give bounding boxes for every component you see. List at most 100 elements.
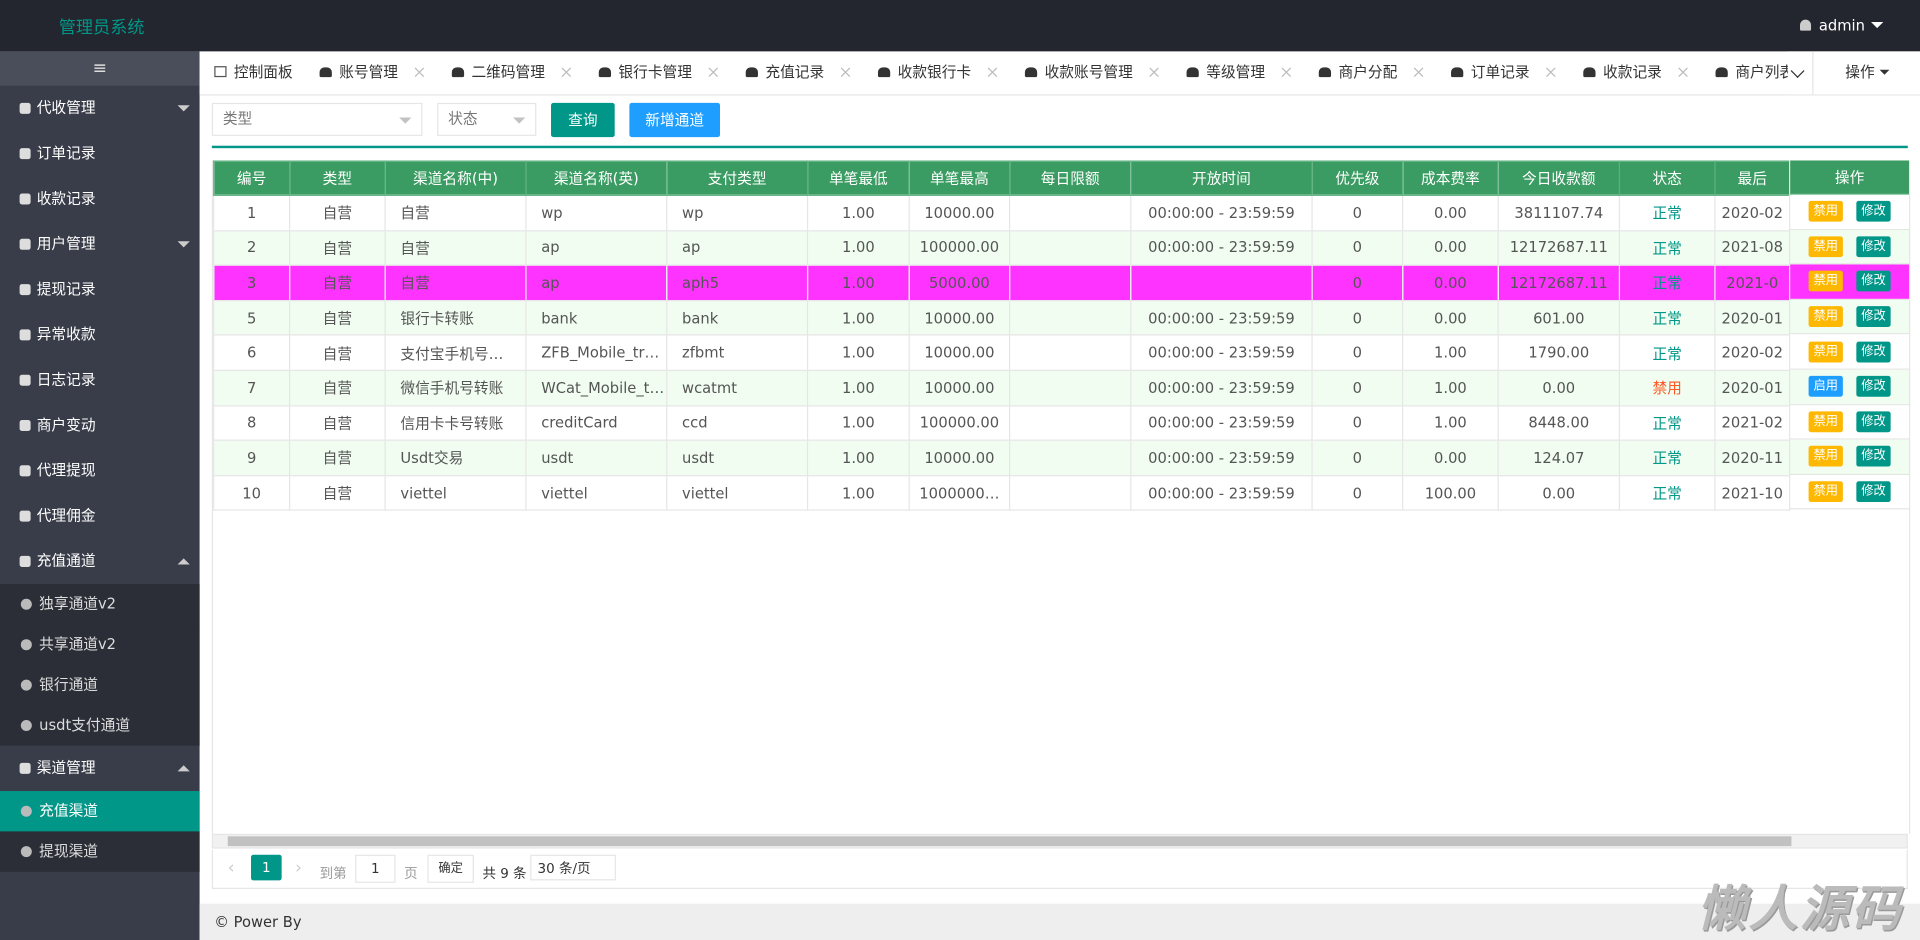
table-head: 编号 类型 渠道名称(中) 渠道名称(英) 支付类型 单笔最低 单笔最高 每日限额 开放时间 优先… <box>213 160 1791 196</box>
tab-close[interactable] <box>841 67 851 77</box>
tab[interactable]: 收款账号管理 <box>1010 51 1172 94</box>
toggle-button[interactable]: 禁用 <box>1808 271 1843 293</box>
tab-close[interactable] <box>1679 67 1689 77</box>
row-actions: 禁用 修改 <box>1788 299 1909 335</box>
table-cell: 0.00 <box>1402 194 1499 231</box>
menu-item[interactable]: 充值通道 <box>0 539 200 584</box>
add-button[interactable]: 新增通道 <box>629 102 721 138</box>
edit-button[interactable]: 修改 <box>1856 201 1891 222</box>
row-actions: 禁用 修改 <box>1788 264 1909 300</box>
footer: © Power By <box>199 903 1920 940</box>
table-cell: 10000.00 <box>908 334 1011 371</box>
scroll-thumb[interactable] <box>227 836 1792 847</box>
toggle-button[interactable]: 禁用 <box>1808 201 1843 222</box>
table-cell: 00:00:00 - 23:59:59 <box>1130 334 1313 371</box>
tab[interactable]: 二维码管理 <box>437 51 584 94</box>
tab[interactable]: 收款记录 <box>1569 51 1701 94</box>
menu-item[interactable]: 日志记录 <box>0 358 200 403</box>
user-menu[interactable]: admin <box>1800 17 1883 34</box>
tab[interactable]: 账号管理 <box>305 51 437 94</box>
tab-close[interactable] <box>415 67 425 77</box>
tab[interactable]: 银行卡管理 <box>584 51 731 94</box>
tab-close[interactable] <box>988 67 998 77</box>
table-cell <box>1008 299 1132 336</box>
query-button[interactable]: 查询 <box>551 102 615 138</box>
edit-button[interactable]: 修改 <box>1856 376 1891 398</box>
edit-button[interactable]: 修改 <box>1856 271 1891 293</box>
prev[interactable]: ‹ <box>227 858 235 878</box>
type-select[interactable]: 类型 <box>211 102 423 136</box>
tab-close[interactable] <box>709 67 719 77</box>
table-cell: 0.00 <box>1402 439 1499 477</box>
menu-item[interactable]: 订单记录 <box>0 131 200 176</box>
table-cell: bank <box>666 299 809 336</box>
goto-label: 到第 <box>319 865 347 882</box>
status-select[interactable]: 状态 <box>437 102 537 136</box>
tab-close[interactable] <box>1414 67 1424 77</box>
toggle-button[interactable]: 禁用 <box>1808 341 1843 363</box>
menu-item[interactable]: 收款记录 <box>0 176 200 221</box>
menu-item[interactable]: 异常收款 <box>0 312 200 357</box>
toggle-button[interactable]: 禁用 <box>1808 446 1843 468</box>
table-cell: Usdt交易 <box>384 439 527 477</box>
tab[interactable]: 商户分配 <box>1304 51 1436 94</box>
edit-button[interactable]: 修改 <box>1856 411 1891 433</box>
tab[interactable]: 订单记录 <box>1437 51 1569 94</box>
column-header: 操作 <box>1788 160 1909 195</box>
column-header: 类型 <box>288 160 386 196</box>
edit-button[interactable]: 修改 <box>1856 446 1891 468</box>
edit-button[interactable]: 修改 <box>1856 341 1891 363</box>
tab-close[interactable] <box>562 67 572 77</box>
tab[interactable]: 等级管理 <box>1172 51 1304 94</box>
table-cell: 1000000… <box>908 474 1011 512</box>
toggle-button[interactable]: 禁用 <box>1808 236 1843 258</box>
sidebar-toggle[interactable]: ≡ <box>0 51 200 86</box>
edit-button[interactable]: 修改 <box>1856 236 1891 258</box>
submenu-item[interactable]: usdt支付通道 <box>0 705 200 746</box>
menu-item[interactable]: 用户管理 <box>0 222 200 267</box>
table-cell: 2020-01 <box>1714 299 1791 336</box>
page-input[interactable]: 1 <box>355 854 396 883</box>
submenu-item[interactable]: 独享通道v2 <box>0 584 200 625</box>
column-header: 编号 <box>213 160 291 196</box>
table-cell: zfbmt <box>666 334 809 371</box>
menu-item[interactable]: 代收管理 <box>0 86 200 131</box>
tab-label: 商户分配 <box>1338 63 1398 81</box>
table-cell: 2020-02 <box>1714 194 1791 231</box>
current-page[interactable]: 1 <box>251 854 282 881</box>
menu-item[interactable]: 提现记录 <box>0 267 200 312</box>
submenu-item[interactable]: 提现渠道 <box>0 831 200 872</box>
table-cell: 0.00 <box>1402 264 1499 301</box>
tab[interactable]: 收款银行卡 <box>863 51 1010 94</box>
menu-item[interactable]: 渠道管理 <box>0 746 200 791</box>
table-cell: 2020-02 <box>1714 334 1791 371</box>
toggle-button[interactable]: 启用 <box>1808 376 1843 398</box>
submenu-item[interactable]: 银行通道 <box>0 664 200 706</box>
next[interactable]: › <box>295 858 302 878</box>
tab[interactable]: 控制面板 <box>200 51 305 94</box>
submenu-item[interactable]: 共享通道v2 <box>0 624 200 665</box>
edit-button[interactable]: 修改 <box>1856 481 1891 503</box>
table-cell: 100000.00 <box>908 229 1011 266</box>
table-row: 3 自营 自营 ap aph5 1.00 5000.00 0 0.00 12172687.11 正常… <box>213 264 1791 301</box>
confirm-button[interactable]: 确定 <box>427 854 474 883</box>
tab-label: 充值记录 <box>765 63 825 81</box>
submenu-item[interactable]: 充值渠道 <box>0 791 200 832</box>
tab-close[interactable] <box>1150 67 1160 77</box>
edit-button[interactable]: 修改 <box>1856 306 1891 328</box>
tab-scroll[interactable] <box>1787 51 1813 95</box>
toggle-button[interactable]: 禁用 <box>1808 481 1843 503</box>
menu-item[interactable]: 代理佣金 <box>0 493 200 538</box>
tab-close[interactable] <box>1282 67 1292 77</box>
menu-item[interactable]: 商户变动 <box>0 403 200 448</box>
tab[interactable]: 商户列表 <box>1701 51 1833 94</box>
toggle-button[interactable]: 禁用 <box>1808 306 1843 328</box>
menu-item[interactable]: 代理提现 <box>0 448 200 493</box>
table-cell: 10000.00 <box>908 299 1011 336</box>
tab[interactable]: 充值记录 <box>731 51 863 94</box>
tab-close[interactable] <box>1547 67 1557 77</box>
menu-arrow <box>177 759 190 771</box>
tab-actions[interactable]: 操作 <box>1812 51 1920 95</box>
page-size[interactable]: 30 条/页 <box>530 854 616 881</box>
toggle-button[interactable]: 禁用 <box>1808 411 1843 433</box>
